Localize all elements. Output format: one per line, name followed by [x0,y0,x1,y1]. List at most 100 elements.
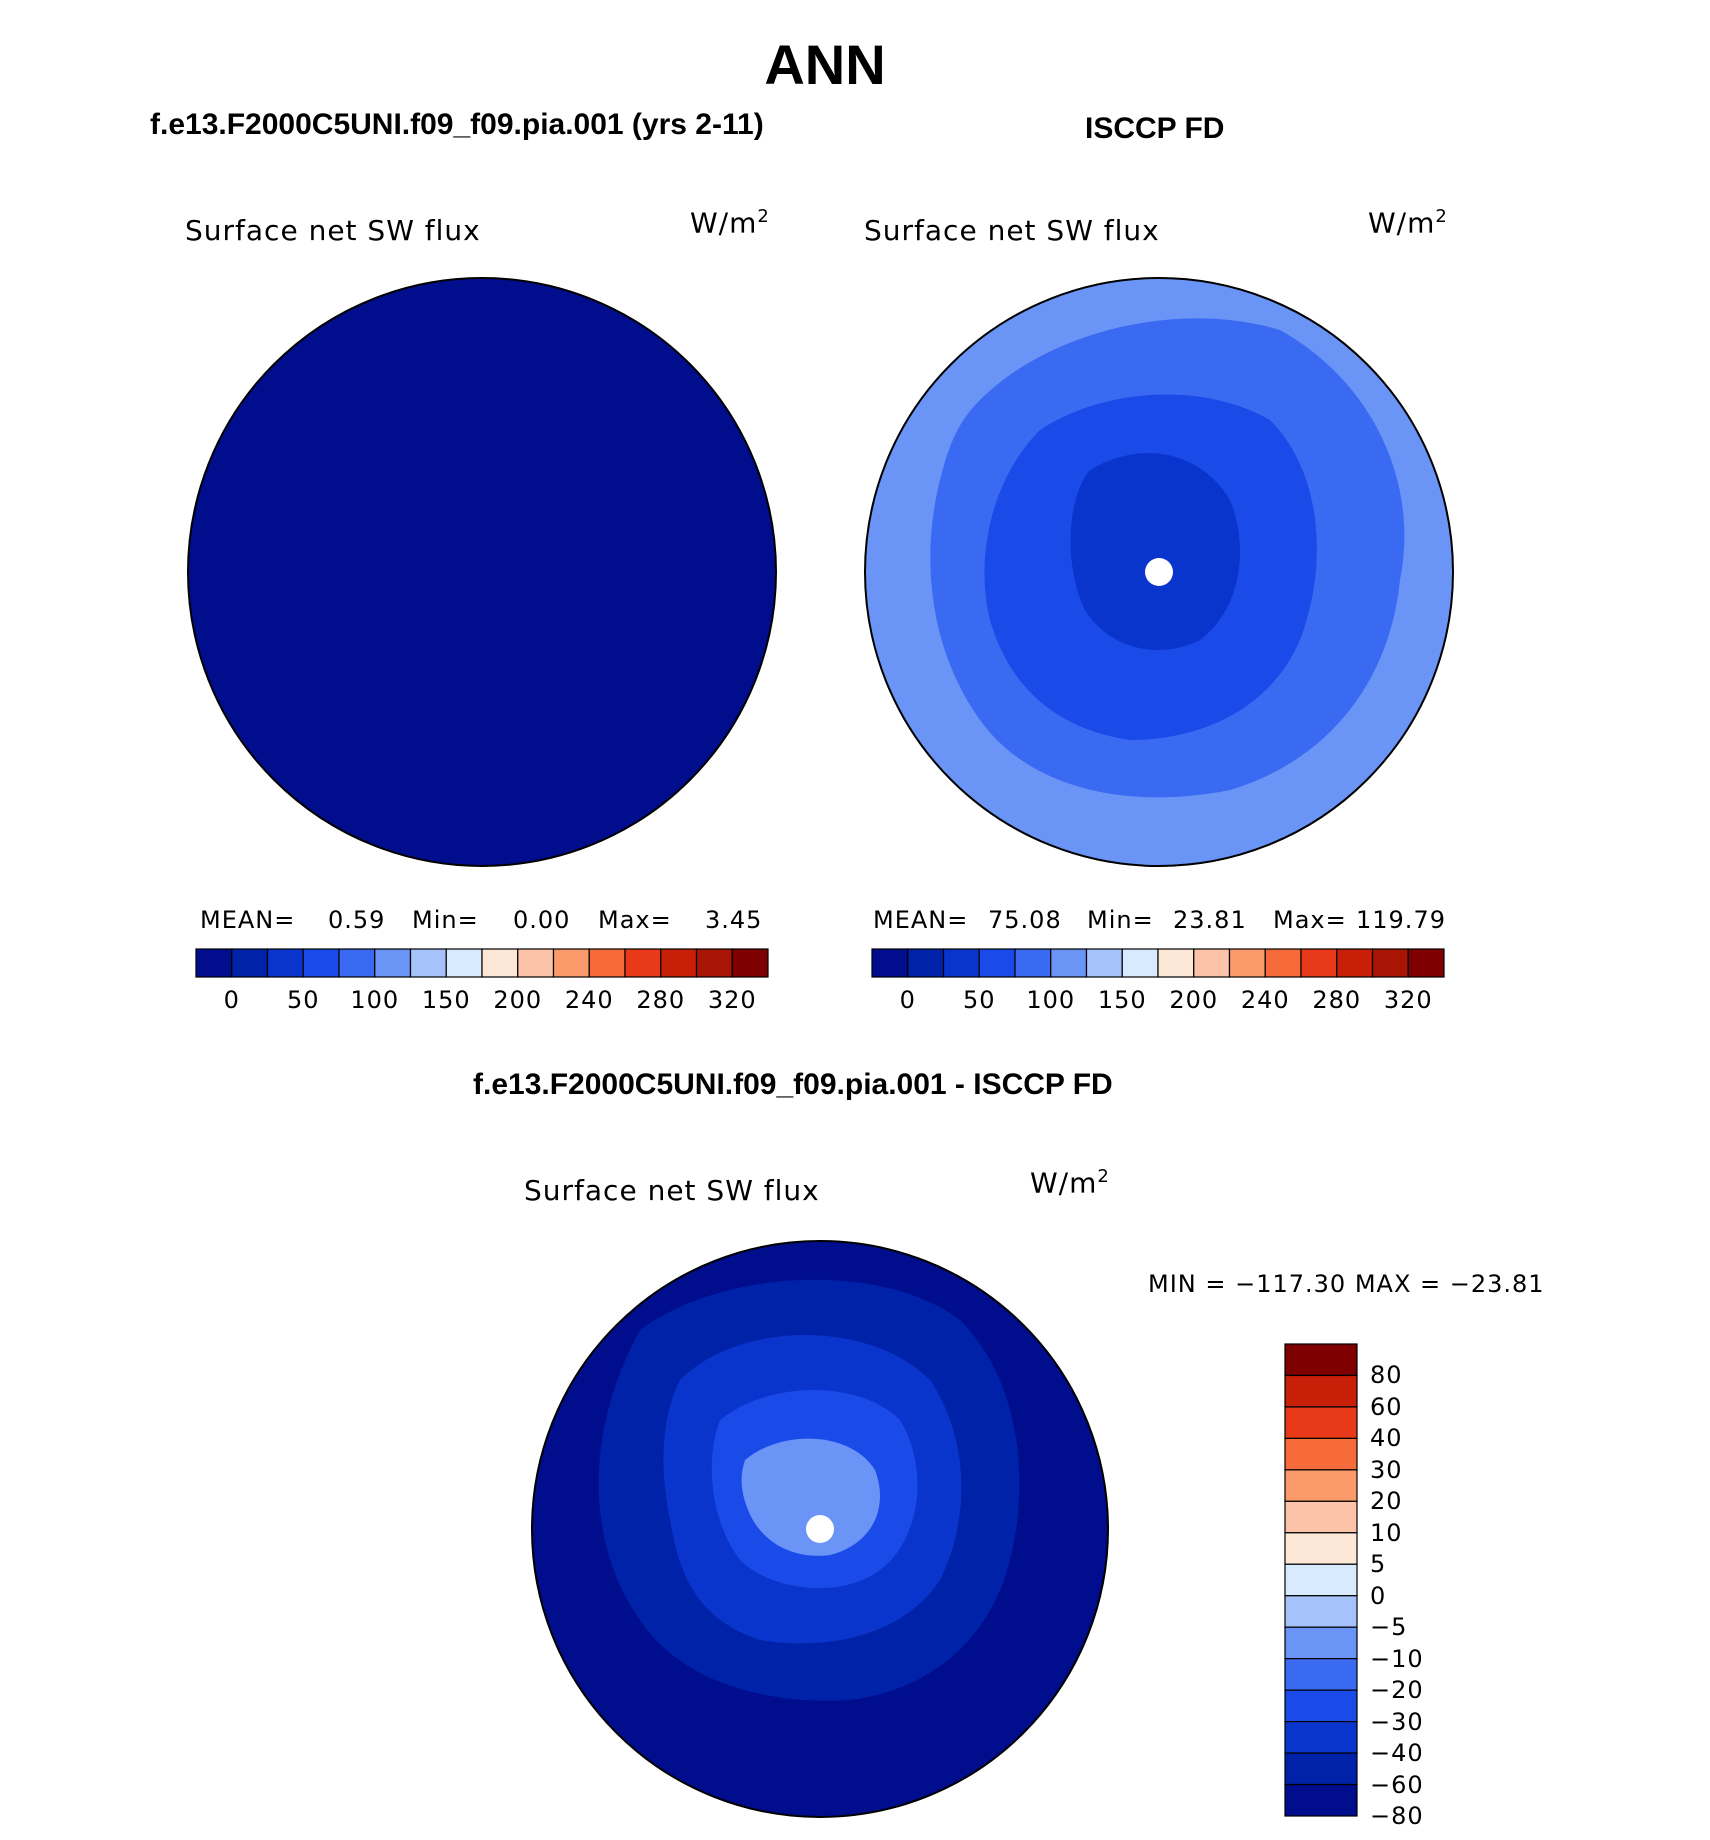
colorbar-tick-label: 100 [350,986,400,1014]
colorbar-swatch [1284,1532,1358,1565]
colorbar-tick-label: 0 [223,986,240,1014]
colorbar-swatch [1284,1595,1358,1628]
colorbar-tick-label: −80 [1370,1802,1424,1830]
right-colorbar-ticks: 0 50 100 150 200 240 280 320 [0,986,1710,1016]
colorbar-swatch [978,948,1016,978]
colorbar-swatch [1284,1720,1358,1754]
left-mean-label: MEAN= [200,906,296,934]
colorbar-tick-label: −60 [1370,1770,1424,1799]
diff-plot-units: W/m2 [1030,1166,1110,1200]
colorbar-swatch [871,948,909,978]
right-pole-missing [1145,558,1173,586]
colorbar-swatch [1157,948,1195,978]
colorbar-tick-label: 200 [493,986,543,1014]
colorbar-tick-label: 30 [1370,1455,1403,1484]
colorbar-swatch [302,948,340,978]
right-mean-value: 75.08 [988,906,1062,934]
colorbar-tick-label: 60 [1370,1392,1403,1421]
colorbar-tick-label: 20 [1370,1487,1403,1516]
colorbar-swatch [1284,1374,1358,1408]
colorbar-swatch [266,948,304,978]
colorbar-swatch [1284,1689,1358,1723]
right-map-border [864,277,1454,867]
colorbar-swatch [1014,948,1052,978]
diff-case-title: f.e13.F2000C5UNI.f09_f09.pia.001 - ISCCP… [473,1068,1113,1101]
colorbar-swatch [338,948,376,978]
colorbar-tick-label: −40 [1370,1739,1424,1768]
right-min-value: 23.81 [1173,906,1247,934]
colorbar-tick-label: 10 [1370,1518,1403,1547]
colorbar-tick-label: 280 [1312,986,1362,1014]
colorbar-swatch [374,948,412,978]
colorbar-swatch [1050,948,1088,978]
diff-range-text: MIN = −117.30 MAX = −23.81 [1148,1270,1545,1298]
colorbar-tick-label: 240 [1240,986,1290,1014]
diff-plot-title: Surface net SW flux [524,1174,820,1207]
colorbar-swatch [552,948,590,978]
colorbar-swatch [1284,1658,1358,1691]
colorbar-swatch [1284,1469,1358,1502]
colorbar-tick-label: 240 [564,986,614,1014]
colorbar-swatch [1284,1406,1358,1440]
left-min-value: 0.00 [513,906,571,934]
right-map [864,277,1454,867]
left-min-label: Min= [412,906,479,934]
right-band-core [1070,453,1240,650]
colorbar-swatch [695,948,733,978]
colorbar-tick-label: 200 [1169,986,1219,1014]
colorbar-swatch [1228,948,1266,978]
colorbar-tick-label: 100 [1026,986,1076,1014]
colorbar-tick-label: −10 [1370,1644,1424,1673]
right-plot-title: Surface net SW flux [864,214,1160,247]
diff-map-border [531,1240,1109,1818]
colorbar-tick-label: 50 [286,986,320,1014]
colorbar-tick-label: 320 [707,986,757,1014]
colorbar-swatch [1284,1783,1358,1817]
right-mean-label: MEAN= [873,906,969,934]
right-max-value: 119.79 [1356,906,1446,934]
diff-band-5 [741,1438,880,1556]
colorbar-swatch [195,948,233,978]
colorbar-tick-label: 280 [636,986,686,1014]
left-colorbar [195,948,769,978]
left-map-border [187,277,777,867]
colorbar-swatch [942,948,980,978]
colorbar-tick-label: 5 [1370,1550,1387,1579]
diff-colorbar [1284,1343,1358,1817]
colorbar-swatch [1284,1500,1358,1534]
colorbar-tick-label: 80 [1370,1361,1403,1390]
colorbar-tick-label: −20 [1370,1676,1424,1705]
colorbar-swatch [731,948,769,978]
main-title: ANN [764,33,886,96]
right-stats: MEAN= 75.08 Min= 23.81 Max= 119.79 [0,906,1710,936]
left-map [187,277,777,867]
colorbar-swatch [1284,1752,1358,1786]
left-max-value: 3.45 [705,906,763,934]
colorbar-swatch [1300,948,1338,978]
colorbar-swatch [1336,948,1374,978]
colorbar-swatch [517,948,555,978]
left-plot-units: W/m2 [690,206,770,240]
left-map-field [188,278,776,866]
left-case-title: f.e13.F2000C5UNI.f09_f09.pia.001 (yrs 2-… [150,108,764,141]
colorbar-swatch [1121,948,1159,978]
diff-colorbar-ticks: 80 60 40 30 20 10 5 0 −5 −10 −20 −30 −40 −60 −80 [1370,0,1470,1840]
colorbar-swatch [1264,948,1302,978]
colorbar-swatch [445,948,483,978]
colorbar-swatch [481,948,519,978]
colorbar-swatch [1407,948,1445,978]
colorbar-swatch [1284,1626,1358,1660]
colorbar-tick-label: 150 [421,986,471,1014]
left-mean-value: 0.59 [328,906,386,934]
left-stats: MEAN= 0.59 Min= 0.00 Max= 3.45 [0,906,1710,936]
colorbar-swatch [1284,1343,1358,1377]
colorbar-tick-label: 0 [899,986,916,1014]
colorbar-swatch [1371,948,1409,978]
colorbar-swatch [624,948,662,978]
colorbar-swatch [231,948,269,978]
colorbar-tick-label: 0 [1370,1581,1387,1610]
colorbar-swatch [409,948,447,978]
right-min-label: Min= [1087,906,1154,934]
colorbar-tick-label: 150 [1097,986,1147,1014]
